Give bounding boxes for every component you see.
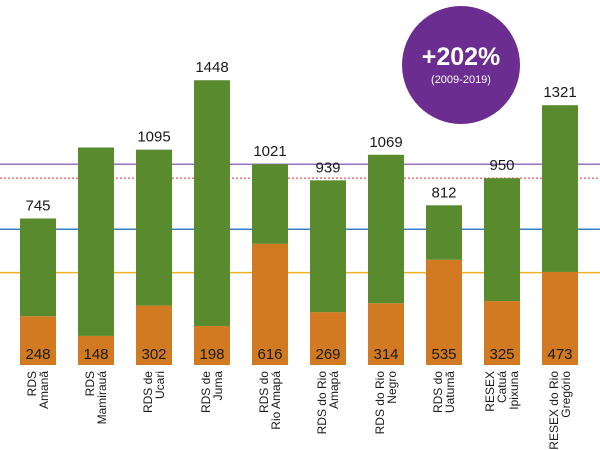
category-label: Uatumã [443,371,457,413]
base-value-label: 535 [431,346,456,363]
base-value-label: 198 [199,346,224,363]
bar-top-5 [310,180,346,313]
bar-base-6 [368,303,404,365]
category-label: RDS do [431,371,445,413]
category-label: RDS do Rio [373,371,387,435]
growth-value: +202% [421,43,501,71]
bar-top-3 [194,80,230,327]
category-label: RDS de [199,371,213,413]
category-label: RESEX do Rio [547,371,561,450]
bar-base-3 [194,326,230,365]
base-value-label: 325 [489,346,514,363]
bar-top-6 [368,154,404,304]
category-label: RDS [83,371,97,396]
bar-base-1 [78,335,114,365]
base-value-label: 314 [373,346,398,363]
category-label: Rio Amapá [269,371,283,430]
total-value-label: 812 [431,184,456,201]
bar-base-9 [542,271,578,365]
base-value-label: 148 [83,346,108,363]
total-value-label: 950 [489,157,514,174]
bar-top-1 [78,147,114,336]
bar-top-2 [136,149,172,306]
bar-base-5 [310,312,346,365]
total-value-label: 1021 [253,143,286,160]
category-label: Juma [211,371,225,401]
category-label: Mamirauá [95,371,109,425]
total-value-label: 1095 [137,129,170,146]
bar-base-0 [20,316,56,365]
bar-base-2 [136,305,172,365]
category-label: RESEX [483,371,497,412]
base-value-label: 473 [547,346,572,363]
category-label: Catuá [495,371,509,403]
category-label: RDS do Rio [315,371,329,435]
bar-base-4 [252,243,288,365]
total-value-label: 745 [25,197,50,214]
category-label: Amapá [327,371,341,409]
category-label: Ipixuna [507,371,521,410]
total-value-label: 1321 [543,84,576,101]
category-label: RDS de [141,371,155,413]
base-value-label: 302 [141,346,166,363]
bar-top-8 [484,178,520,302]
growth-period: (2009-2019) [431,74,491,86]
base-value-label: 269 [315,346,340,363]
category-label: Gregório [559,371,573,418]
base-value-label: 616 [257,346,282,363]
category-label: RDS do [257,371,271,413]
bar-top-9 [542,105,578,272]
base-value-label: 248 [25,346,50,363]
growth-badge: +202% (2009-2019) [402,6,520,124]
bar-top-7 [426,205,462,260]
category-label: Amanã [37,371,51,409]
category-label: Negro [385,371,399,404]
total-value-label: 939 [315,159,340,176]
bar-top-0 [20,218,56,317]
bar-top-4 [252,164,288,244]
category-label: RDS [25,371,39,396]
bars [20,80,578,365]
total-value-label: 1069 [369,134,402,151]
category-label: Ucari [153,371,167,399]
total-value-label: 1448 [195,59,228,76]
value-labels: 248 745 148 302 1095 198 1448 616 1021 269 939 314 1… [25,59,576,363]
bar-base-8 [484,301,520,365]
bar-base-7 [426,259,462,365]
